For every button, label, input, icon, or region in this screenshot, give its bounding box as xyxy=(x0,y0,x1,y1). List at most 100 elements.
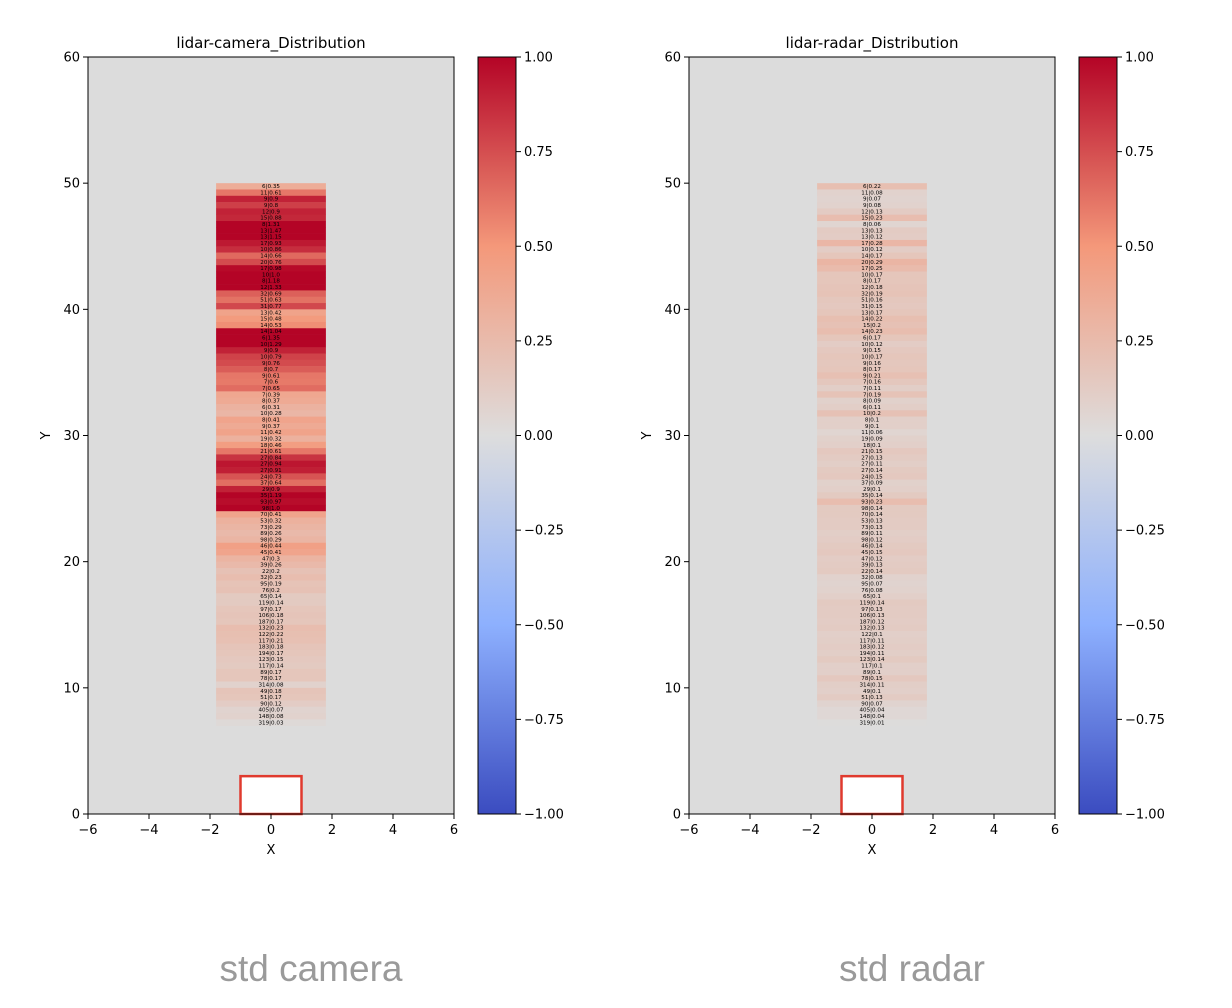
heatmap-cell xyxy=(216,214,326,222)
heatmap-cell xyxy=(817,555,927,562)
cell-label: 45|0.41 xyxy=(260,550,282,556)
cell-label: 46|0.14 xyxy=(861,544,883,550)
heatmap-cell xyxy=(216,668,326,676)
cell-label: 6|1.35 xyxy=(262,336,280,342)
heatmap-cell xyxy=(817,258,927,266)
heatmap-cell xyxy=(817,227,927,234)
heatmap-cell xyxy=(817,391,927,398)
heatmap-cell xyxy=(216,662,326,670)
cell-label: 12|0.9 xyxy=(262,209,280,215)
heatmap-cell xyxy=(817,359,927,367)
heatmap-cell xyxy=(216,441,326,449)
heatmap-cell xyxy=(817,195,927,203)
cell-label: 95|0.07 xyxy=(861,582,883,588)
heatmap-cell xyxy=(216,694,326,701)
cell-label: 95|0.19 xyxy=(260,582,282,588)
heatmap-cell xyxy=(216,410,326,417)
heatmap-cell xyxy=(216,239,326,247)
cell-label: 78|0.15 xyxy=(861,676,883,682)
heatmap-cell xyxy=(216,612,326,619)
cell-label: 22|0.14 xyxy=(861,569,883,575)
heatmap-cell xyxy=(216,719,326,726)
cell-label: 51|0.13 xyxy=(861,695,883,701)
heatmap-cell xyxy=(817,593,927,600)
heatmap-cell xyxy=(216,195,326,203)
heatmap-cell xyxy=(817,675,927,682)
cell-label: 17|0.25 xyxy=(861,266,883,272)
cell-label: 18|0.46 xyxy=(260,443,282,449)
cell-label: 405|0.04 xyxy=(859,708,884,714)
heatmap-cell xyxy=(817,233,927,241)
heatmap-cell xyxy=(216,473,326,480)
heatmap-cell xyxy=(817,624,927,632)
cell-label: 7|0.39 xyxy=(262,392,280,398)
heatmap-cell xyxy=(216,637,326,644)
heatmap-cell xyxy=(216,504,326,512)
cell-label: 11|0.08 xyxy=(861,190,883,196)
heatmap-cell xyxy=(817,189,927,197)
heatmap-cell xyxy=(216,416,326,424)
heatmap-cell xyxy=(817,542,927,550)
cell-label: 93|0.23 xyxy=(861,500,883,506)
heatmap-cell xyxy=(817,290,927,298)
heatmap-cell xyxy=(817,643,927,651)
cell-label: 8|0.06 xyxy=(863,222,881,228)
cell-label: 90|0.07 xyxy=(861,701,883,707)
cell-label: 13|0.17 xyxy=(861,310,883,316)
cell-label: 27|0.94 xyxy=(260,462,282,468)
cell-label: 117|0.1 xyxy=(861,664,883,670)
colorbar-tick-label: 0.50 xyxy=(524,240,553,255)
heatmap-cell xyxy=(817,687,927,695)
heatmap-cell xyxy=(817,561,927,569)
heatmap-cell xyxy=(216,397,326,405)
heatmap-cell xyxy=(817,460,927,468)
colorbar-tick-label: −0.25 xyxy=(1125,524,1165,539)
heatmap-cell xyxy=(817,416,927,424)
cell-label: 21|0.61 xyxy=(260,449,282,455)
cell-label: 24|0.73 xyxy=(260,474,282,480)
cell-label: 117|0.21 xyxy=(258,638,283,644)
heatmap-cell xyxy=(817,347,927,354)
cell-label: 187|0.17 xyxy=(258,619,283,625)
heatmap-cell xyxy=(216,580,326,588)
cell-label: 97|0.13 xyxy=(861,607,883,613)
cell-label: 70|0.41 xyxy=(260,512,282,518)
cell-label: 32|0.69 xyxy=(260,291,282,297)
cell-label: 106|0.13 xyxy=(859,613,884,619)
heatmap-cell xyxy=(817,517,927,525)
heatmap-cell xyxy=(817,239,927,247)
y-tick-label: 60 xyxy=(63,51,80,66)
cell-label: 10|0.86 xyxy=(260,247,282,253)
cell-label: 9|0.07 xyxy=(863,197,881,203)
heatmap-cell xyxy=(216,599,326,607)
cell-label: 9|0.15 xyxy=(863,348,881,354)
cell-label: 10|0.79 xyxy=(260,354,282,360)
x-tick-label: 0 xyxy=(868,823,876,838)
heatmap-cell xyxy=(817,656,927,663)
y-tick-label: 10 xyxy=(63,681,80,696)
cell-label: 11|0.61 xyxy=(260,190,282,196)
heatmap-cell xyxy=(817,403,927,411)
cell-label: 8|0.17 xyxy=(863,279,881,285)
heatmap-cell xyxy=(817,694,927,701)
cell-label: 119|0.14 xyxy=(859,600,884,606)
heatmap-cell xyxy=(216,347,326,354)
cell-label: 8|1.18 xyxy=(262,279,280,285)
chart-panel-0: 6|0.3511|0.619|0.99|0.812|0.915|0.888|1.… xyxy=(39,34,564,858)
x-tick-label: 6 xyxy=(450,823,458,838)
cell-label: 9|0.8 xyxy=(264,203,279,209)
cell-label: 19|0.09 xyxy=(861,436,883,442)
cell-label: 194|0.17 xyxy=(258,651,283,657)
heatmap-cell xyxy=(817,315,927,323)
heatmap-cell xyxy=(216,208,326,216)
colorbar-tick-label: 0.25 xyxy=(1125,334,1154,349)
cell-label: 53|0.32 xyxy=(260,518,281,524)
ego-vehicle-box xyxy=(239,774,303,816)
cell-label: 6|0.11 xyxy=(863,405,881,411)
heatmap-cell xyxy=(216,258,326,266)
y-tick-label: 30 xyxy=(63,429,80,444)
y-tick-label: 60 xyxy=(664,51,681,66)
heatmap-cell xyxy=(216,706,326,714)
cell-label: 39|0.13 xyxy=(861,563,883,569)
heatmap-cell xyxy=(817,208,927,216)
